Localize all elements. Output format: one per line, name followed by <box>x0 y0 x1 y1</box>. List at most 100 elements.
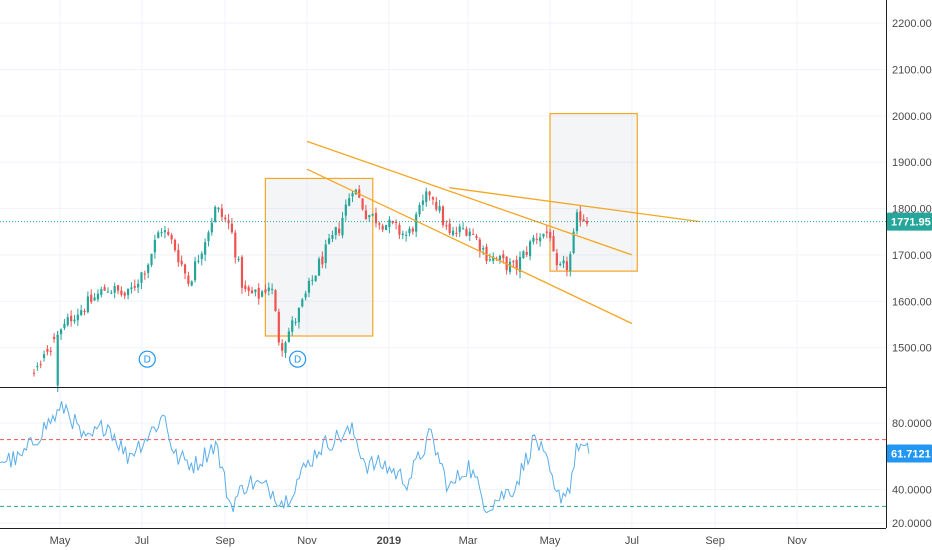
candle-body <box>321 256 324 265</box>
candle-body <box>525 252 528 255</box>
dividend-marker-icon <box>138 350 156 368</box>
candle-body <box>96 293 100 300</box>
trendline <box>306 168 633 325</box>
candle-body <box>36 366 39 368</box>
candle-body <box>428 191 431 196</box>
x-tick-label: Jul <box>625 535 639 547</box>
candle-body <box>39 364 42 366</box>
candle-body <box>438 206 441 211</box>
candle-body <box>331 235 334 239</box>
candle-body <box>133 285 136 288</box>
candle-body <box>110 292 113 294</box>
candle-body <box>150 253 153 265</box>
candle-body <box>368 215 371 218</box>
candle-body <box>294 321 297 323</box>
candle-body <box>311 279 314 281</box>
candle-body <box>582 219 585 222</box>
trendline <box>306 140 633 256</box>
candle-body <box>394 221 398 224</box>
candle-body <box>271 288 274 290</box>
trendlines <box>0 140 886 325</box>
candle-body <box>448 223 451 234</box>
trendline <box>449 187 700 223</box>
candle-body <box>559 264 562 266</box>
x-tick-label: Sep <box>705 535 725 547</box>
dividend-marker-icon <box>289 350 307 368</box>
candle-body <box>535 238 538 240</box>
candle-body <box>549 231 552 239</box>
candle-body <box>130 287 133 290</box>
candle-body <box>42 354 46 358</box>
candle-body <box>532 237 535 242</box>
candle-body <box>140 272 143 283</box>
candle-body <box>254 289 257 293</box>
candle-body <box>173 240 177 251</box>
candle-body <box>170 234 173 240</box>
drawing-rectangle <box>549 112 638 272</box>
candle-body <box>103 287 106 291</box>
candle-body <box>257 287 260 299</box>
candle-body <box>488 259 491 261</box>
candle-body <box>63 323 66 328</box>
candle-body <box>421 200 424 205</box>
last-price-label: 1771.95 <box>891 217 931 229</box>
candle-body <box>264 289 267 293</box>
price-y-tick-label: 2000.00 <box>892 111 932 123</box>
candle-body <box>314 275 317 281</box>
price-y-tick-label: 2100.00 <box>892 65 932 77</box>
candle-body <box>116 285 120 291</box>
candle-body <box>224 217 227 220</box>
candle-body <box>157 232 160 239</box>
candle-body <box>401 233 404 235</box>
candle-body <box>498 255 502 261</box>
candle-body <box>281 343 284 351</box>
candle-body <box>408 228 411 234</box>
candle-body <box>53 336 56 340</box>
candle-body <box>187 275 190 284</box>
candle-body <box>324 244 327 264</box>
price-y-tick-label: 1600.00 <box>892 296 932 308</box>
candle-body <box>348 198 351 206</box>
candle-body <box>86 296 89 313</box>
rsi-y-tick-label: 40.0000 <box>892 485 932 497</box>
candle-body <box>539 237 542 242</box>
candle-body <box>579 211 582 221</box>
candle-body <box>126 288 130 296</box>
candle-body <box>304 293 307 298</box>
candle-body <box>341 217 344 236</box>
candle-body <box>46 348 49 352</box>
candle-body <box>344 204 347 216</box>
candle-body <box>374 212 378 224</box>
candle-body <box>207 232 210 242</box>
candle-body <box>83 310 86 312</box>
candle-body <box>193 261 197 281</box>
x-tick-label: Nov <box>787 535 807 547</box>
x-tick-label: Sep <box>215 535 235 547</box>
candle-body <box>334 227 337 236</box>
candle-body <box>230 223 234 233</box>
dividend-marker-label: D <box>294 355 301 366</box>
candle-body <box>56 335 59 386</box>
dividend-marker-label: D <box>144 355 151 366</box>
candle-body <box>317 258 321 276</box>
rsi-indicator <box>0 401 886 514</box>
x-tick-label: 2019 <box>377 535 401 547</box>
candle-body <box>214 207 217 222</box>
candle-body <box>351 193 354 197</box>
candle-body <box>562 260 565 264</box>
candle-body <box>451 230 455 235</box>
candle-body <box>90 294 93 302</box>
x-tick-label: Jul <box>135 535 149 547</box>
candle-body <box>475 236 478 238</box>
candle-body <box>143 273 146 275</box>
candle-body <box>585 220 589 224</box>
candle-body <box>287 331 290 342</box>
rsi-y-tick-label: 80.0000 <box>892 418 932 430</box>
candle-body <box>197 260 200 262</box>
candle-body <box>76 314 79 321</box>
x-tick-label: Mar <box>459 535 478 547</box>
candle-body <box>388 219 391 228</box>
candle-body <box>220 208 223 217</box>
